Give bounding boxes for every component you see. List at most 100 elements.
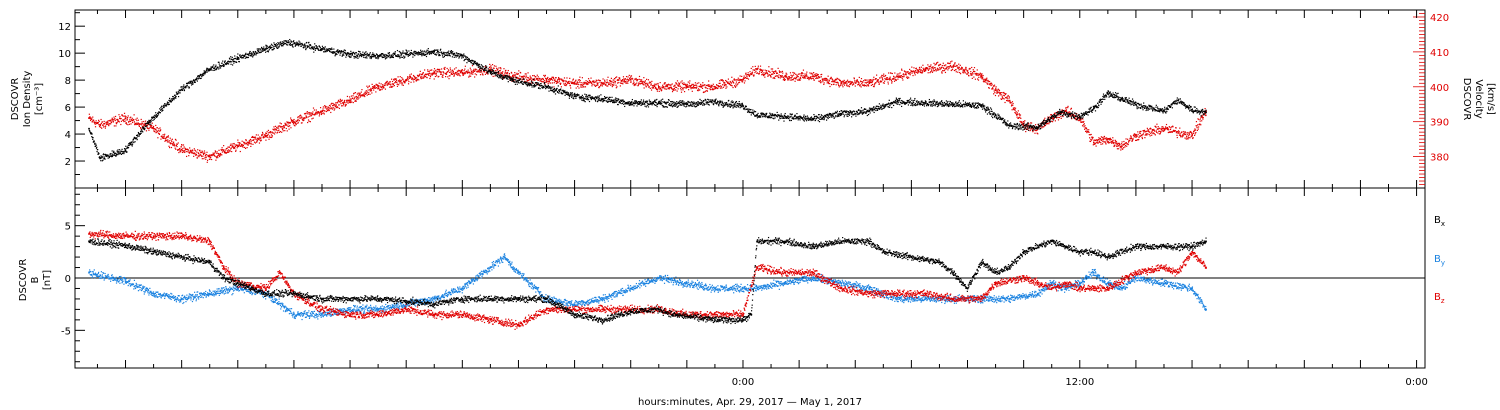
density-series-sample	[412, 53, 415, 55]
velocity-series-sample	[534, 79, 536, 81]
density-series-sample	[341, 51, 343, 53]
velocity-series-sample	[1168, 131, 1170, 133]
velocity-series-sample	[952, 66, 954, 68]
velocity-series-sample	[153, 130, 155, 132]
velocity-series-sample	[929, 65, 931, 67]
density-series-sample	[190, 82, 192, 84]
velocity-series-sample	[210, 154, 212, 156]
velocity-series-sample	[586, 83, 588, 86]
velocity-series-sample	[950, 61, 952, 63]
velocity-series-sample	[802, 72, 804, 75]
density-series-sample	[102, 159, 104, 161]
velocity-series-sample	[1185, 138, 1187, 140]
velocity-series-sample	[776, 72, 778, 74]
velocity-series-sample	[1039, 125, 1041, 127]
velocity-series-sample	[365, 91, 367, 93]
velocity-series-sample	[786, 76, 788, 78]
velocity-series-sample	[640, 79, 642, 81]
density-series-sample	[281, 44, 283, 47]
density-tick-label: 6	[65, 103, 71, 114]
velocity-series-sample	[151, 127, 153, 129]
velocity-series-sample	[991, 83, 993, 85]
velocity-series-sample	[641, 81, 643, 83]
velocity-series-sample	[620, 79, 623, 82]
velocity-series-sample	[249, 143, 251, 145]
velocity-series-sample	[797, 75, 799, 78]
velocity-series-sample	[965, 67, 967, 69]
velocity-series-sample	[571, 82, 573, 84]
density-series-sample	[314, 49, 316, 51]
velocity-series-sample	[912, 74, 914, 77]
velocity-series-sample	[356, 93, 358, 95]
velocity-series-sample	[1148, 129, 1150, 131]
velocity-series-sample	[1082, 121, 1084, 123]
velocity-series-sample	[89, 118, 91, 120]
velocity-series-sample	[106, 121, 108, 123]
velocity-series-sample	[751, 71, 754, 73]
velocity-series-sample	[579, 84, 582, 86]
velocity-series-sample	[310, 115, 312, 117]
density-series-sample	[143, 127, 145, 129]
velocity-series-sample	[689, 80, 691, 82]
velocity-series-sample	[721, 84, 724, 86]
velocity-series-sample	[650, 81, 652, 84]
velocity-series-sample	[739, 78, 741, 80]
density-series-sample	[91, 136, 93, 138]
velocity-series-sample	[456, 70, 458, 72]
velocity-series-sample	[797, 73, 800, 75]
velocity-series-sample	[425, 74, 428, 76]
velocity-series-sample	[846, 85, 848, 87]
velocity-series-sample	[1070, 107, 1073, 109]
velocity-series-sample	[876, 79, 879, 81]
density-series-sample	[125, 150, 127, 153]
density-series-sample	[97, 153, 99, 155]
velocity-series-sample	[895, 79, 897, 81]
velocity-series-sample	[603, 82, 605, 84]
velocity-series-sample	[397, 80, 399, 82]
density-series-sample	[379, 55, 381, 57]
velocity-series-sample	[165, 139, 167, 141]
velocity-series-sample	[106, 123, 108, 126]
velocity-series-sample	[152, 126, 154, 129]
velocity-series-sample	[554, 80, 556, 82]
density-series-sample	[111, 154, 113, 156]
velocity-series-sample	[833, 80, 835, 82]
velocity-series-sample	[278, 131, 281, 133]
velocity-series-sample	[843, 84, 846, 86]
density-series-sample	[300, 45, 302, 47]
velocity-series-sample	[349, 98, 351, 100]
velocity-series-sample	[333, 109, 335, 111]
density-series-sample	[203, 71, 206, 73]
velocity-series-sample	[679, 85, 681, 87]
density-series-sample	[342, 50, 345, 52]
velocity-series-sample	[804, 75, 806, 77]
velocity-series-sample	[167, 139, 169, 141]
velocity-series-sample	[1090, 138, 1092, 141]
velocity-series-sample	[223, 151, 225, 153]
velocity-series-sample	[1076, 117, 1078, 119]
velocity-series-sample	[301, 122, 303, 124]
velocity-series-sample	[823, 78, 826, 80]
velocity-series-sample	[471, 65, 474, 67]
velocity-series-sample	[1093, 141, 1095, 143]
velocity-series-sample	[702, 82, 704, 84]
velocity-series-sample	[220, 148, 222, 151]
velocity-series-sample	[127, 116, 129, 119]
density-series-sample	[97, 152, 99, 154]
velocity-series-sample	[129, 120, 132, 123]
density-series-sample	[380, 55, 382, 57]
density-series-sample	[275, 43, 278, 45]
velocity-series-sample	[842, 80, 844, 82]
density-series-sample	[401, 53, 403, 55]
velocity-series-sample	[381, 85, 383, 87]
velocity-series-sample	[188, 152, 190, 154]
density-series-sample	[288, 41, 290, 43]
velocity-series-sample	[360, 94, 362, 96]
density-series-sample	[420, 53, 422, 55]
velocity-series-sample	[545, 78, 548, 80]
velocity-series-sample	[172, 143, 174, 145]
velocity-series-sample	[1069, 111, 1071, 113]
density-series-sample	[299, 41, 301, 43]
velocity-series-sample	[503, 74, 506, 76]
velocity-series-sample	[682, 83, 684, 86]
